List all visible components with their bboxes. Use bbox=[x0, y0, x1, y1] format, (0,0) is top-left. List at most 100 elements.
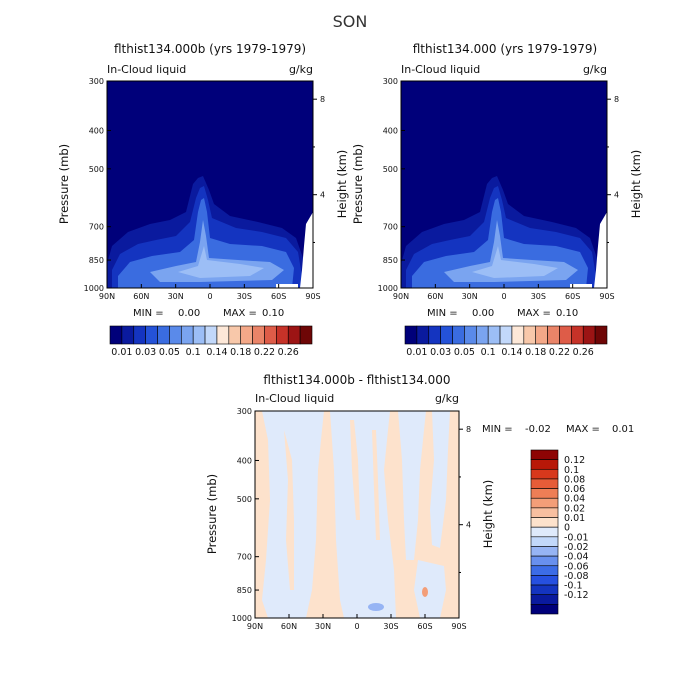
panel-diff-colorbar-swatch bbox=[530, 478, 559, 489]
panel-b-units: g/kg bbox=[583, 63, 607, 76]
panel-b-colorbar-tick-label: 0.03 bbox=[430, 347, 451, 358]
panel-b-axes: 90N 60N 30N 0 30S 60S 90S 300 400 500 700 850 1000 8 4 bbox=[378, 77, 619, 301]
panel-b-colorbar-swatch bbox=[582, 325, 596, 345]
panel-a-title: flthist134.000b (yrs 1979-1979) bbox=[114, 42, 306, 56]
panel-a-colorbar-swatch bbox=[121, 325, 135, 345]
panel-a-colorbar-tick-label: 0.22 bbox=[254, 347, 275, 358]
panel-a-xtick-label: 60S bbox=[271, 292, 286, 301]
panel-b-colorbar: 0.01 0.03 0.05 0.1 0.14 0.18 0.22 0.26 bbox=[404, 325, 608, 358]
panel-b-colorbar-swatch bbox=[559, 325, 572, 345]
panel-diff-colorbar-tick-label: -0.04 bbox=[564, 552, 589, 563]
panel-b-field bbox=[401, 81, 607, 288]
panel-diff-neg-region-4 bbox=[430, 411, 450, 548]
panel-diff-pos-streak-2 bbox=[350, 420, 360, 520]
panel-b-colorbar-swatch bbox=[440, 325, 453, 345]
panel-diff-xtick-label: 30N bbox=[315, 622, 331, 631]
panel-b-colorbar-tick-label: 0.1 bbox=[481, 347, 496, 358]
panel-a-colorbar-swatch bbox=[192, 325, 206, 345]
panel-diff-colorbar-swatch bbox=[530, 488, 559, 499]
panel-b-xtick-label: 30S bbox=[531, 292, 546, 301]
panel-diff-colorbar-tick-label: 0.06 bbox=[564, 484, 585, 495]
panel-b-colorbar-swatch bbox=[475, 325, 489, 345]
panel-b-colorbar-tick-label: 0.14 bbox=[501, 347, 522, 358]
panel-diff-pos-blob bbox=[422, 587, 428, 597]
panel-a-colorbar-swatch bbox=[264, 325, 277, 345]
panel-a-ytick-label: 1000 bbox=[84, 284, 104, 293]
panel-diff-colorbar-swatch bbox=[530, 517, 559, 528]
panel-diff-colorbar-tick-label: 0.08 bbox=[564, 474, 585, 485]
panel-diff-colorbar-swatch bbox=[530, 536, 559, 547]
panel-diff-colorbar-swatch bbox=[530, 546, 559, 557]
panel-b-colorbar-tick-label: 0.26 bbox=[573, 347, 594, 358]
panel-a-missing-bottom bbox=[276, 284, 298, 288]
panel-a-min-value: 0.00 bbox=[178, 308, 200, 319]
panel-b-colorbar-swatch bbox=[452, 325, 465, 345]
panel-diff-xtick-label: 0 bbox=[354, 622, 359, 631]
panel-diff-colorbar-swatch bbox=[530, 594, 559, 605]
panel-a-xtick-label: 0 bbox=[207, 292, 212, 301]
panel-b-colorbar-swatch bbox=[511, 325, 525, 345]
panel-b-ytick-label: 300 bbox=[383, 77, 398, 86]
panel-b-ylabel: Pressure (mb) bbox=[351, 144, 365, 224]
panel-a-ytick-label: 850 bbox=[89, 256, 104, 265]
panel-b-max-label: MAX = bbox=[517, 308, 551, 319]
panel-a-ylabel: Pressure (mb) bbox=[57, 144, 71, 224]
panel-a-units: g/kg bbox=[289, 63, 313, 76]
panel-b-y2tick-label: 8 bbox=[614, 95, 619, 104]
panel-a-missing-corner bbox=[300, 212, 313, 288]
panel-a-xtick-label: 90S bbox=[305, 292, 320, 301]
panel-b-xtick-label: 90S bbox=[599, 292, 614, 301]
panel-diff-pos-streak-1 bbox=[284, 430, 294, 590]
panel-diff-colorbar-tick-label: 0.12 bbox=[564, 455, 585, 466]
panel-b-xtick-label: 90N bbox=[393, 292, 409, 301]
panel-diff-axes: 90N 60N 30N 0 30S 60S 90S 300 400 500 700 850 1000 8 4 bbox=[232, 407, 471, 631]
panel-b: flthist134.000 (yrs 1979-1979) In-Cloud … bbox=[351, 42, 643, 358]
panel-a-colorbar-swatch bbox=[276, 325, 289, 345]
panel-a-colorbar-swatch bbox=[169, 325, 182, 345]
panel-diff-colorbar-tick-label: -0.12 bbox=[564, 590, 589, 601]
panel-diff-colorbar-tick-label: 0.01 bbox=[564, 513, 585, 524]
panel-diff-colorbar-swatch bbox=[530, 449, 559, 460]
panel-a-field bbox=[107, 81, 313, 288]
panel-diff-colorbar-tick-label: -0.06 bbox=[564, 561, 589, 572]
panel-diff-ytick-label: 500 bbox=[237, 495, 252, 504]
panel-a-max-label: MAX = bbox=[223, 308, 257, 319]
panel-diff-field bbox=[255, 411, 459, 618]
panel-b-colorbar-tick-label: 0.01 bbox=[406, 347, 427, 358]
panel-diff-colorbar-swatch bbox=[530, 575, 559, 586]
panel-b-colorbar-tick-label: 0.22 bbox=[549, 347, 570, 358]
panel-a-ytick-label: 300 bbox=[89, 77, 104, 86]
panel-a-xtick-label: 60N bbox=[133, 292, 149, 301]
panel-a-y2tick-label: 8 bbox=[320, 95, 325, 104]
figure-title: SON bbox=[333, 12, 368, 31]
panel-b-contour-014 bbox=[472, 246, 558, 278]
panel-diff-ylabel: Pressure (mb) bbox=[205, 474, 219, 554]
panel-a: flthist134.000b (yrs 1979-1979) In-Cloud… bbox=[57, 42, 349, 358]
panel-diff-min-value: -0.02 bbox=[525, 424, 551, 435]
panel-diff-ytick-label: 400 bbox=[237, 456, 252, 465]
panel-b-min-value: 0.00 bbox=[472, 308, 494, 319]
panel-diff-xtick-label: 60S bbox=[417, 622, 432, 631]
panel-diff-neg-region-3 bbox=[398, 411, 426, 560]
panel-diff-ytick-label: 300 bbox=[237, 407, 252, 416]
panel-diff-colorbar-tick-label: -0.01 bbox=[564, 532, 589, 543]
panel-diff-colorbar-swatch bbox=[530, 584, 559, 596]
panel-diff-colorbar-swatch bbox=[530, 555, 559, 567]
panel-b-ytick-label: 700 bbox=[383, 223, 398, 232]
panel-diff-colorbar-tick-label: 0.04 bbox=[564, 494, 585, 505]
panel-b-max-value: 0.10 bbox=[556, 308, 578, 319]
panel-a-colorbar-swatch bbox=[287, 325, 301, 345]
panel-diff-neg-region-2 bbox=[330, 411, 396, 618]
panel-b-colorbar-tick-label: 0.18 bbox=[525, 347, 546, 358]
panel-diff-y2label: Height (km) bbox=[481, 480, 495, 549]
panel-b-colorbar-swatch bbox=[594, 325, 608, 345]
panel-a-colorbar: 0.01 0.03 0.05 0.1 0.14 0.18 0.22 0.26 bbox=[109, 325, 313, 358]
panel-diff-variable: In-Cloud liquid bbox=[255, 392, 334, 405]
panel-diff: flthist134.000b - flthist134.000 In-Clou… bbox=[205, 373, 634, 631]
panel-diff-colorbar-tick-label: -0.02 bbox=[564, 542, 589, 553]
panel-b-min-label: MIN = bbox=[427, 308, 458, 319]
panel-b-xtick-label: 0 bbox=[501, 292, 506, 301]
panel-a-colorbar-swatch bbox=[299, 325, 313, 345]
panel-b-ytick-label: 850 bbox=[383, 256, 398, 265]
panel-a-colorbar-swatch bbox=[109, 325, 123, 345]
